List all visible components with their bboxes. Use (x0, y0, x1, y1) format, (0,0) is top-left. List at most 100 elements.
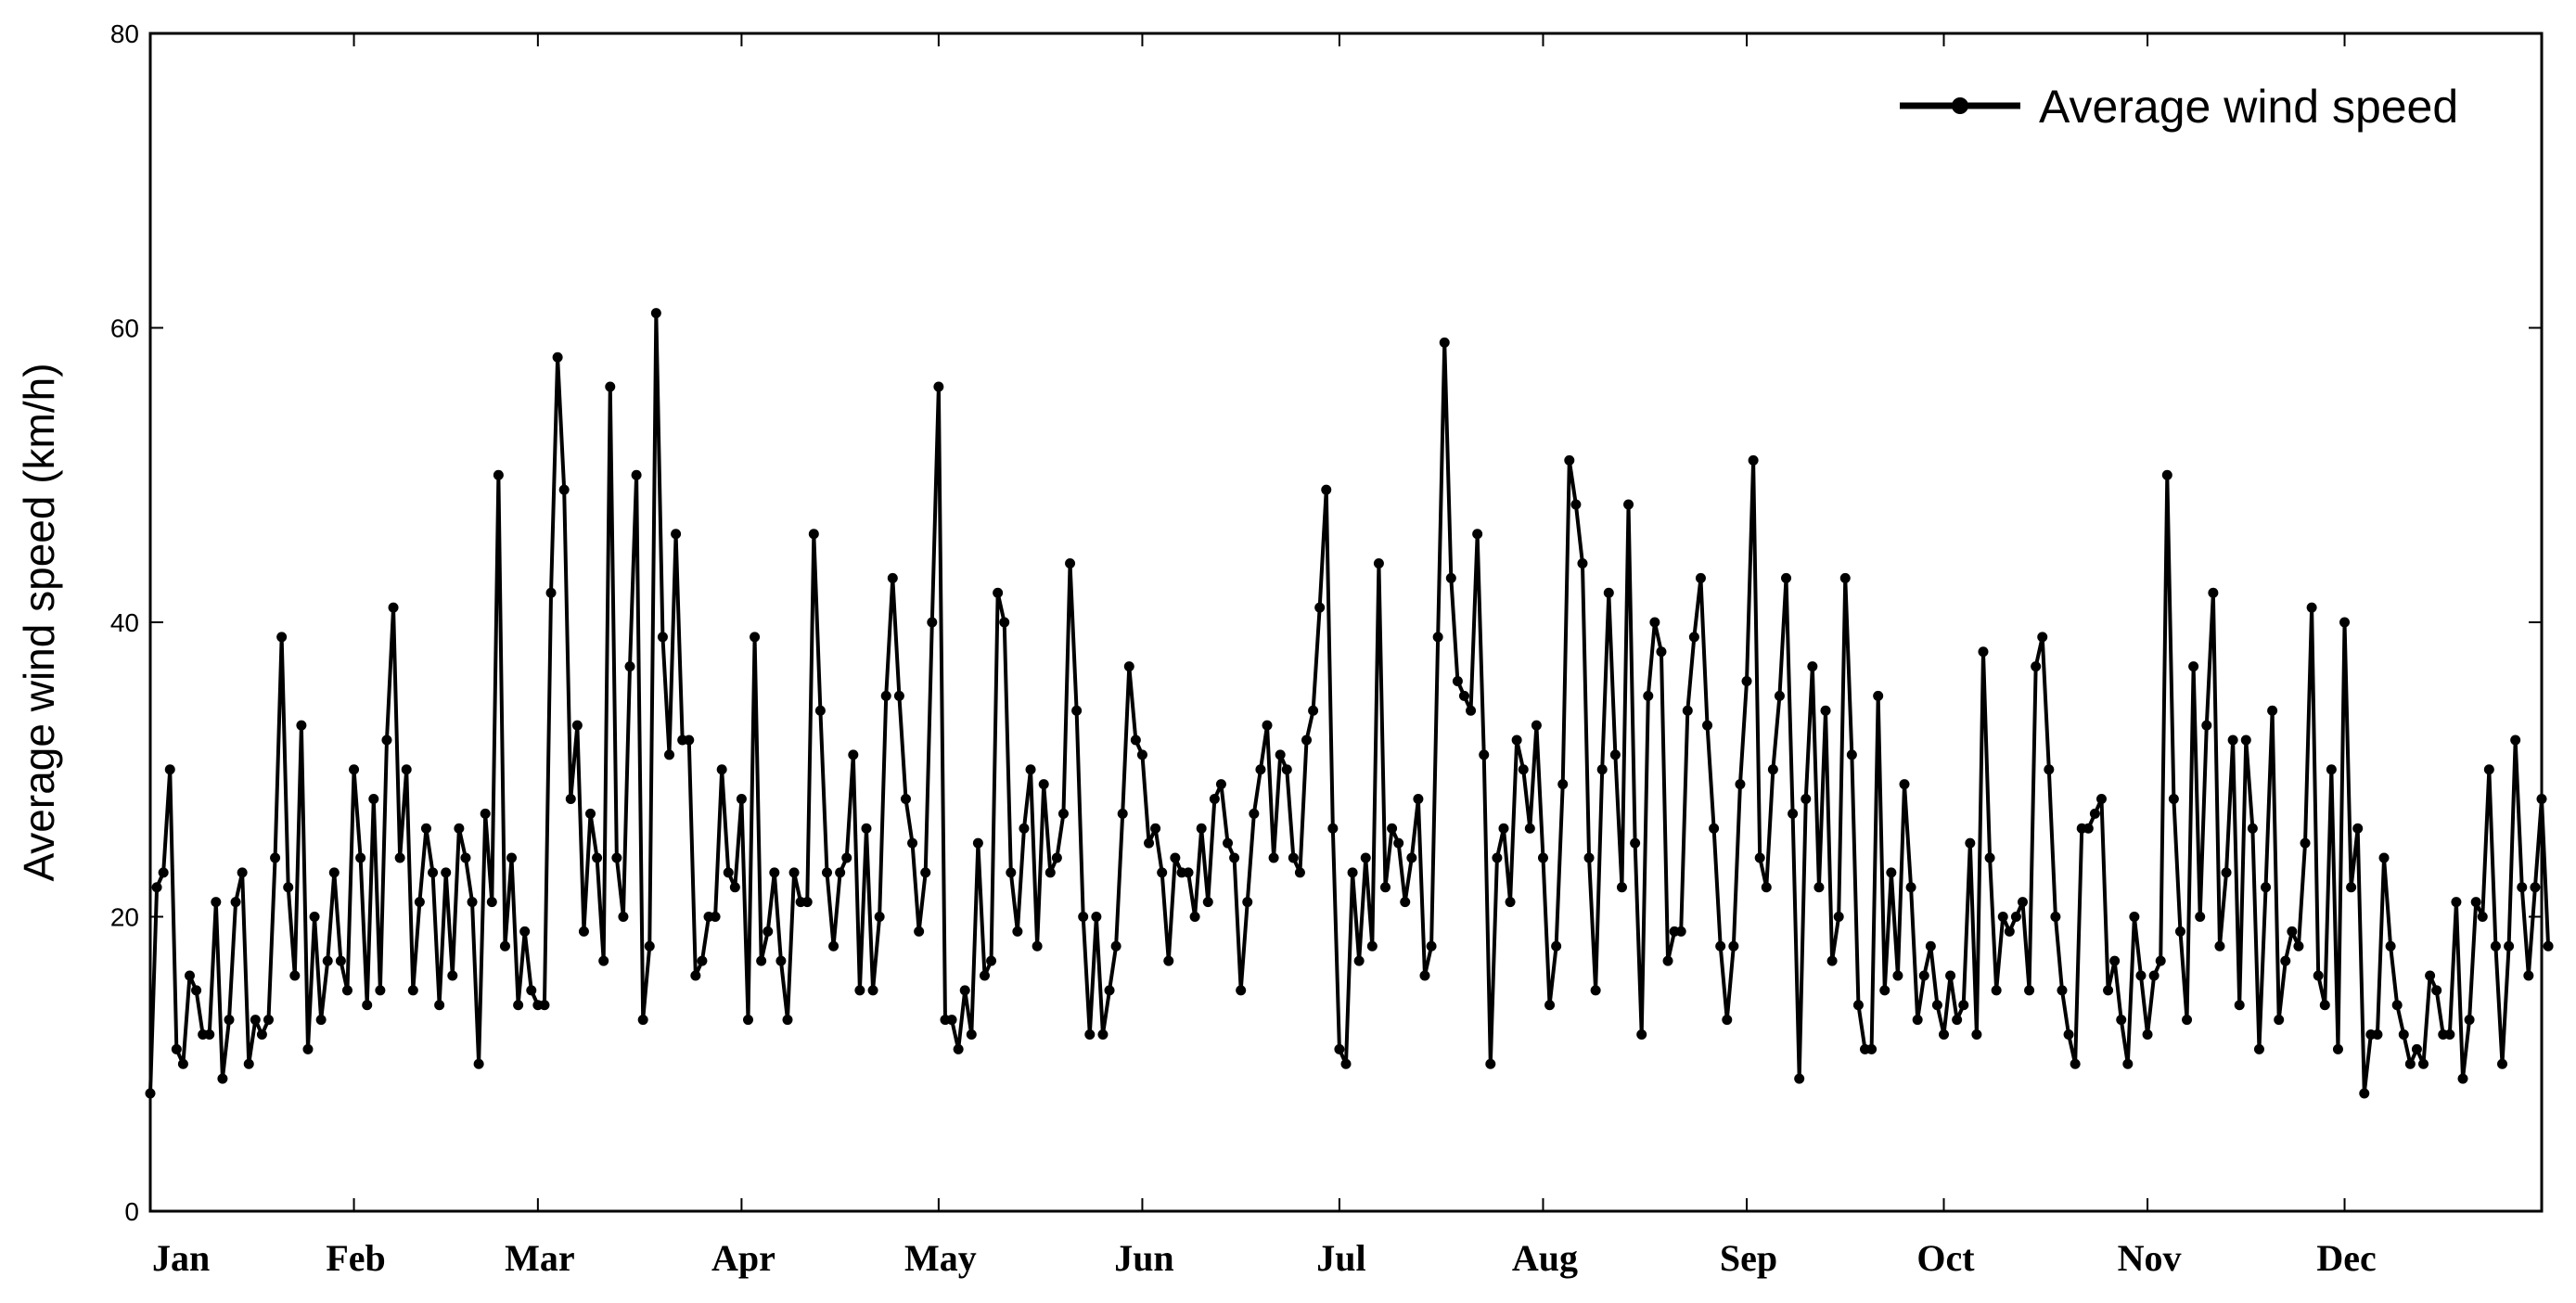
data-point (2398, 1029, 2409, 1040)
data-point (250, 1015, 261, 1026)
data-point (2135, 970, 2147, 981)
data-point (513, 1000, 524, 1011)
data-point (1078, 912, 1089, 922)
data-point (2155, 955, 2166, 966)
data-point (2161, 469, 2172, 480)
data-point (2497, 1058, 2508, 1069)
data-point (1997, 912, 2008, 922)
data-point (2116, 1015, 2127, 1026)
data-point (1709, 823, 1720, 834)
data-point (2470, 897, 2481, 908)
data-point (1722, 1015, 1733, 1026)
data-point (1630, 837, 1641, 849)
data-point (145, 1088, 156, 1099)
data-point (230, 897, 241, 908)
data-point (1236, 985, 1247, 996)
data-point (986, 955, 997, 966)
data-point (486, 897, 497, 908)
data-point (927, 617, 938, 628)
data-point (1360, 852, 1371, 863)
data-point (1616, 882, 1627, 893)
data-point (1084, 1029, 1096, 1040)
data-point (2109, 955, 2121, 966)
data-point (2031, 661, 2042, 672)
data-point (1544, 1000, 1556, 1011)
data-point (946, 1015, 957, 1026)
data-point (2182, 1015, 2193, 1026)
data-point (1656, 646, 1667, 658)
data-point (506, 852, 518, 863)
data-point (276, 632, 288, 643)
data-point (1406, 852, 1417, 863)
data-point (2332, 1043, 2343, 1054)
data-point (151, 882, 162, 893)
data-point (2431, 985, 2442, 996)
data-point (2339, 617, 2351, 628)
x-tick-label: Mar (505, 1237, 575, 1279)
data-point (1170, 852, 1181, 863)
data-point (2359, 1088, 2370, 1099)
data-point (1577, 558, 1588, 568)
data-point (1071, 705, 1083, 716)
data-point (2510, 735, 2521, 746)
data-point (1846, 749, 1857, 760)
data-point (585, 808, 596, 819)
series-average-wind-speed (145, 308, 2554, 1099)
data-point (2504, 940, 2515, 952)
data-point (578, 926, 589, 937)
data-point (775, 955, 787, 966)
data-point (880, 690, 891, 701)
data-point (2240, 735, 2251, 746)
data-point (959, 985, 970, 996)
data-point (467, 897, 478, 908)
data-point (893, 690, 904, 701)
data-point (624, 661, 635, 672)
data-point (1590, 985, 1601, 996)
data-point (782, 1015, 793, 1026)
data-point (296, 720, 307, 731)
data-point (743, 1015, 753, 1026)
data-point (2483, 764, 2494, 775)
data-point (499, 940, 510, 952)
data-point (1479, 749, 1490, 760)
data-point (355, 852, 366, 863)
data-point (2017, 897, 2028, 908)
data-point (2313, 970, 2324, 981)
data-point (1511, 735, 1522, 746)
data-point (1379, 882, 1391, 893)
data-point (2346, 882, 2357, 893)
data-point (1019, 823, 1030, 834)
x-axis-ticks: Jan Feb Mar Apr May Jun Jul Aug Sep Oct Nov Dec (149, 33, 2377, 1279)
data-point (1057, 808, 1069, 819)
data-point (1472, 529, 1483, 540)
data-point (460, 852, 471, 863)
data-point (1189, 912, 1200, 922)
data-point (2168, 794, 2179, 804)
data-point (2517, 882, 2528, 893)
data-point (1925, 940, 1936, 952)
data-point (2267, 705, 2278, 716)
data-point (684, 735, 695, 746)
data-point (1918, 970, 1929, 981)
data-point (1117, 808, 1128, 819)
data-point (900, 794, 911, 804)
data-point (2425, 970, 2436, 981)
data-point (243, 1058, 254, 1069)
data-point (552, 351, 563, 363)
data-point (1144, 837, 1155, 849)
data-point (2391, 1000, 2403, 1011)
data-point (1570, 499, 1582, 510)
data-point (2214, 940, 2225, 952)
data-point (394, 852, 405, 863)
data-point (1524, 823, 1535, 834)
data-point (571, 720, 583, 731)
data-point (1012, 926, 1023, 937)
data-point (341, 985, 352, 996)
data-point (349, 764, 360, 775)
data-point (2247, 823, 2258, 834)
y-tick-label: 20 (110, 903, 139, 932)
data-point (1531, 720, 1542, 731)
data-point (2444, 1029, 2455, 1040)
data-point (283, 882, 294, 893)
data-point (1623, 499, 1634, 510)
